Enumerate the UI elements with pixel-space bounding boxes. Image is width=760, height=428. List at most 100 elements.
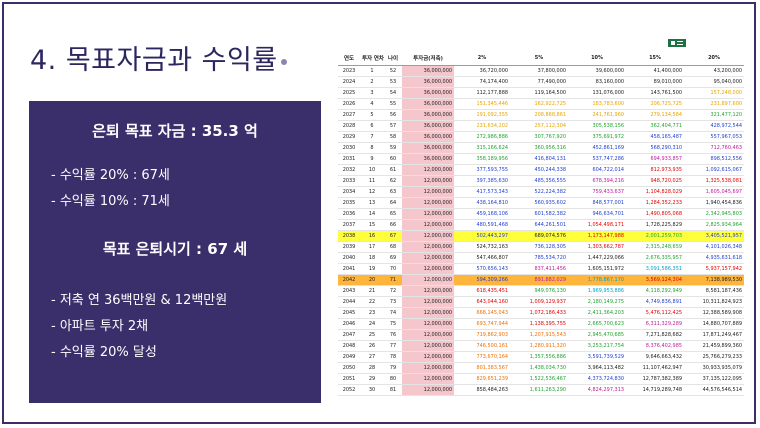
table-cell: 77,490,000 [510, 76, 568, 88]
table-cell: 949,076,130 [510, 285, 568, 297]
table-cell: 21 [360, 285, 384, 297]
table-cell: 2045 [338, 307, 360, 319]
table-cell: 12,000,000 [402, 362, 454, 374]
column-header: 연도 [338, 50, 360, 66]
table-cell: 2,180,149,275 [568, 296, 626, 308]
table-cell: 57 [384, 120, 402, 132]
table-cell: 848,577,001 [568, 197, 626, 209]
table-cell: 1,054,498,171 [568, 219, 626, 231]
table-cell: 801,383,567 [454, 362, 510, 374]
table-cell: 2024 [338, 76, 360, 88]
table-cell: 208,868,861 [510, 109, 568, 121]
table-cell: 74 [384, 307, 402, 319]
table-cell: 10,311,824,923 [684, 296, 744, 308]
table-cell: 1,605,151,972 [568, 263, 626, 275]
table-cell: 459,168,106 [454, 208, 510, 220]
table-cell: 12,000,000 [402, 351, 454, 363]
table-cell: 78 [384, 351, 402, 363]
table-cell: 89,010,000 [626, 76, 684, 88]
table-cell: 837,411,456 [510, 263, 568, 275]
table-cell: 417,573,343 [454, 186, 510, 198]
table-cell: 30 [360, 384, 384, 396]
table-cell: 69 [384, 252, 402, 264]
table-cell: 257,112,304 [510, 120, 568, 132]
table-cell: 377,593,755 [454, 164, 510, 176]
table-cell: 321,477,120 [684, 109, 744, 121]
table-cell: 5,937,157,942 [684, 263, 744, 275]
retirement-age-heading: 목표 은퇴시기 : 67 세 [102, 240, 248, 258]
table-cell: 37,800,000 [510, 65, 568, 77]
table-cell: 2033 [338, 175, 360, 187]
table-cell: 17,871,249,467 [684, 329, 744, 341]
table-cell: 12 [360, 186, 384, 198]
table-cell: 360,956,316 [510, 142, 568, 154]
table-cell: 375,691,972 [568, 131, 626, 143]
title-dot-icon [280, 58, 287, 65]
table-cell: 4 [360, 98, 384, 110]
table-cell: 12,000,000 [402, 340, 454, 352]
table-cell: 946,634,701 [568, 208, 626, 220]
table-cell: 36,000,000 [402, 120, 454, 132]
table-cell: 12,787,382,389 [626, 373, 684, 385]
table-cell: 2049 [338, 351, 360, 363]
table-cell: 1,490,805,068 [626, 208, 684, 220]
table-cell: 27 [360, 351, 384, 363]
table-cell: 60 [384, 153, 402, 165]
table-cell: 36,000,000 [402, 76, 454, 88]
table-cell: 157,248,000 [684, 87, 744, 99]
table-row: 2025 3 54 36,000,000 112,177,888 119,164,500 1… [338, 87, 744, 99]
table-cell: 14,719,289,748 [626, 384, 684, 396]
table-row: 2039 17 68 12,000,000 524,732,163 736,128,305… [338, 241, 744, 253]
table-cell: 28 [360, 362, 384, 374]
table-cell: 643,044,160 [454, 296, 510, 308]
table-cell: 4,935,631,618 [684, 252, 744, 264]
table-cell: 1,605,045,697 [684, 186, 744, 198]
table-row: 2037 15 66 12,000,000 480,591,468 644,261,501… [338, 219, 744, 231]
table-cell: 1,104,828,029 [626, 186, 684, 198]
table-cell: 773,670,164 [454, 351, 510, 363]
table-cell: 12,000,000 [402, 263, 454, 275]
table-cell: 1,092,615,067 [684, 164, 744, 176]
table-cell: 63 [384, 186, 402, 198]
table-cell: 16 [360, 230, 384, 242]
table-cell: 12,000,000 [402, 329, 454, 341]
table-cell: 4,749,836,891 [626, 296, 684, 308]
table-cell: 759,433,637 [568, 186, 626, 198]
table-cell: 12,388,589,908 [684, 307, 744, 319]
table-cell: 560,935,602 [510, 197, 568, 209]
table-cell: 1,438,034,730 [510, 362, 568, 374]
table-cell: 55 [384, 98, 402, 110]
column-header: 투자금(저축) [402, 50, 454, 66]
table-cell: 746,500,161 [454, 340, 510, 352]
table-cell: 131,076,000 [568, 87, 626, 99]
savings-line: - 저축 연 36백만원 & 12백만원 [51, 293, 228, 308]
table-cell: 5,476,112,425 [626, 307, 684, 319]
table-row: 2042 20 71 12,000,000 594,309,266 891,882,029… [338, 274, 744, 286]
table-cell: 95,040,000 [684, 76, 744, 88]
table-cell: 39,600,000 [568, 65, 626, 77]
table-cell: 73 [384, 296, 402, 308]
table-cell: 2,001,259,703 [626, 230, 684, 242]
table-cell: 315,166,624 [454, 142, 510, 154]
table-row: 2036 14 65 12,000,000 459,168,106 601,582,382… [338, 208, 744, 220]
table-cell: 206,725,725 [626, 98, 684, 110]
table-cell: 2041 [338, 263, 360, 275]
table-cell: 143,761,500 [626, 87, 684, 99]
table-cell: 12,000,000 [402, 274, 454, 286]
table-row: 2038 16 67 12,000,000 502,443,297 689,074,576… [338, 230, 744, 242]
table-cell: 8,376,402,985 [626, 340, 684, 352]
table-cell: 3,091,586,351 [626, 263, 684, 275]
table-cell: 59 [384, 142, 402, 154]
table-cell: 712,760,463 [684, 142, 744, 154]
table-cell: 601,582,382 [510, 208, 568, 220]
table-cell: 4,101,026,348 [684, 241, 744, 253]
table-cell: 452,861,169 [568, 142, 626, 154]
table-cell: 3,591,739,529 [568, 351, 626, 363]
table-cell: 12,000,000 [402, 164, 454, 176]
table-cell: 1,728,225,829 [626, 219, 684, 231]
table-cell: 829,651,239 [454, 373, 510, 385]
table-cell: 183,783,600 [568, 98, 626, 110]
table-cell: 689,074,576 [510, 230, 568, 242]
table-cell: 785,534,720 [510, 252, 568, 264]
table-cell: 2032 [338, 164, 360, 176]
